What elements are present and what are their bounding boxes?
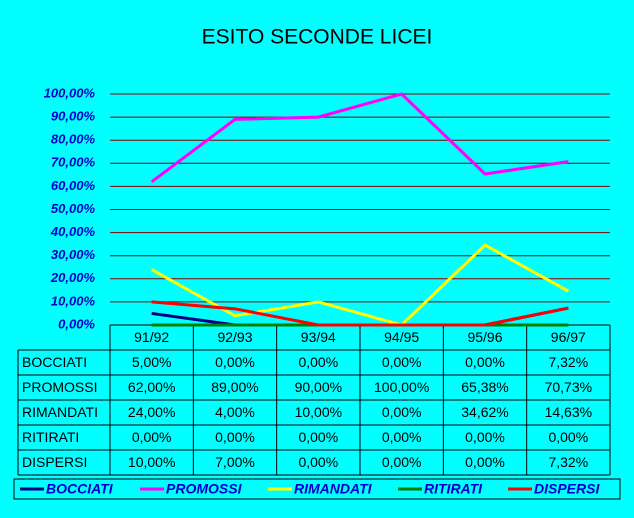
y-tick-label: 70,00% (51, 155, 96, 170)
table-cell: 14,63% (545, 404, 592, 420)
table-cell: 7,32% (548, 454, 588, 470)
table-cell: 0,00% (298, 429, 338, 445)
x-tick-label: 91/92 (134, 329, 169, 345)
table-cell: 0,00% (132, 429, 172, 445)
series-line (151, 300, 569, 327)
table-cell: 0,00% (382, 429, 422, 445)
chart-title: ESITO SECONDE LICEI (202, 26, 433, 49)
table-cell: 10,00% (295, 404, 342, 420)
table-cell: 0,00% (298, 354, 338, 370)
table-cell: 100,00% (374, 379, 429, 395)
y-tick-label: 80,00% (51, 132, 96, 147)
table-cell: 24,00% (128, 404, 175, 420)
x-tick-label: 94/95 (384, 329, 419, 345)
legend-label: DISPERSI (534, 481, 600, 497)
series-line (151, 306, 569, 327)
table-cell: 0,00% (215, 354, 255, 370)
table-cell: 90,00% (295, 379, 342, 395)
x-tick-label: 92/93 (217, 329, 252, 345)
table-cell: 34,62% (461, 404, 508, 420)
table-row-label: DISPERSI (22, 454, 87, 470)
y-tick-label: 40,00% (50, 224, 96, 239)
table-cell: 70,73% (545, 379, 592, 395)
table-row-label: RIMANDATI (22, 404, 98, 420)
legend-label: RITIRATI (424, 481, 483, 497)
table-cell: 89,00% (211, 379, 258, 395)
table-cell: 0,00% (548, 429, 588, 445)
y-tick-label: 20,00% (50, 270, 96, 285)
table-cell: 0,00% (465, 429, 505, 445)
legend-label: BOCCIATI (46, 481, 114, 497)
y-tick-label: 90,00% (51, 109, 96, 124)
table-cell: 65,38% (461, 379, 508, 395)
table-row-label: RITIRATI (22, 429, 79, 445)
table-cell: 7,32% (548, 354, 588, 370)
y-tick-label: 50,00% (51, 201, 96, 216)
table-row-label: BOCCIATI (22, 354, 87, 370)
table-cell: 0,00% (465, 454, 505, 470)
legend-label: PROMOSSI (166, 481, 243, 497)
table-cell: 4,00% (215, 404, 255, 420)
y-tick-label: 100,00% (44, 85, 96, 100)
table-cell: 0,00% (465, 354, 505, 370)
table-cell: 5,00% (132, 354, 172, 370)
y-tick-label: 60,00% (51, 178, 96, 193)
x-tick-label: 95/96 (467, 329, 502, 345)
table-row-label: PROMOSSI (22, 379, 97, 395)
y-tick-label: 0,00% (58, 316, 95, 331)
table-cell: 0,00% (382, 354, 422, 370)
table-cell: 10,00% (128, 454, 175, 470)
legend-label: RIMANDATI (294, 481, 373, 497)
series-line (150, 92, 569, 183)
table-cell: 7,00% (215, 454, 255, 470)
legend-box (13, 478, 621, 500)
table-cell: 62,00% (128, 379, 175, 395)
x-tick-label: 96/97 (551, 329, 586, 345)
table-cell: 0,00% (298, 454, 338, 470)
series-line (150, 243, 570, 327)
x-tick-label: 93/94 (301, 329, 336, 345)
table-cell: 0,00% (215, 429, 255, 445)
table-cell: 0,00% (382, 454, 422, 470)
y-tick-label: 10,00% (51, 293, 96, 308)
table-cell: 0,00% (382, 404, 422, 420)
y-tick-label: 30,00% (51, 247, 96, 262)
